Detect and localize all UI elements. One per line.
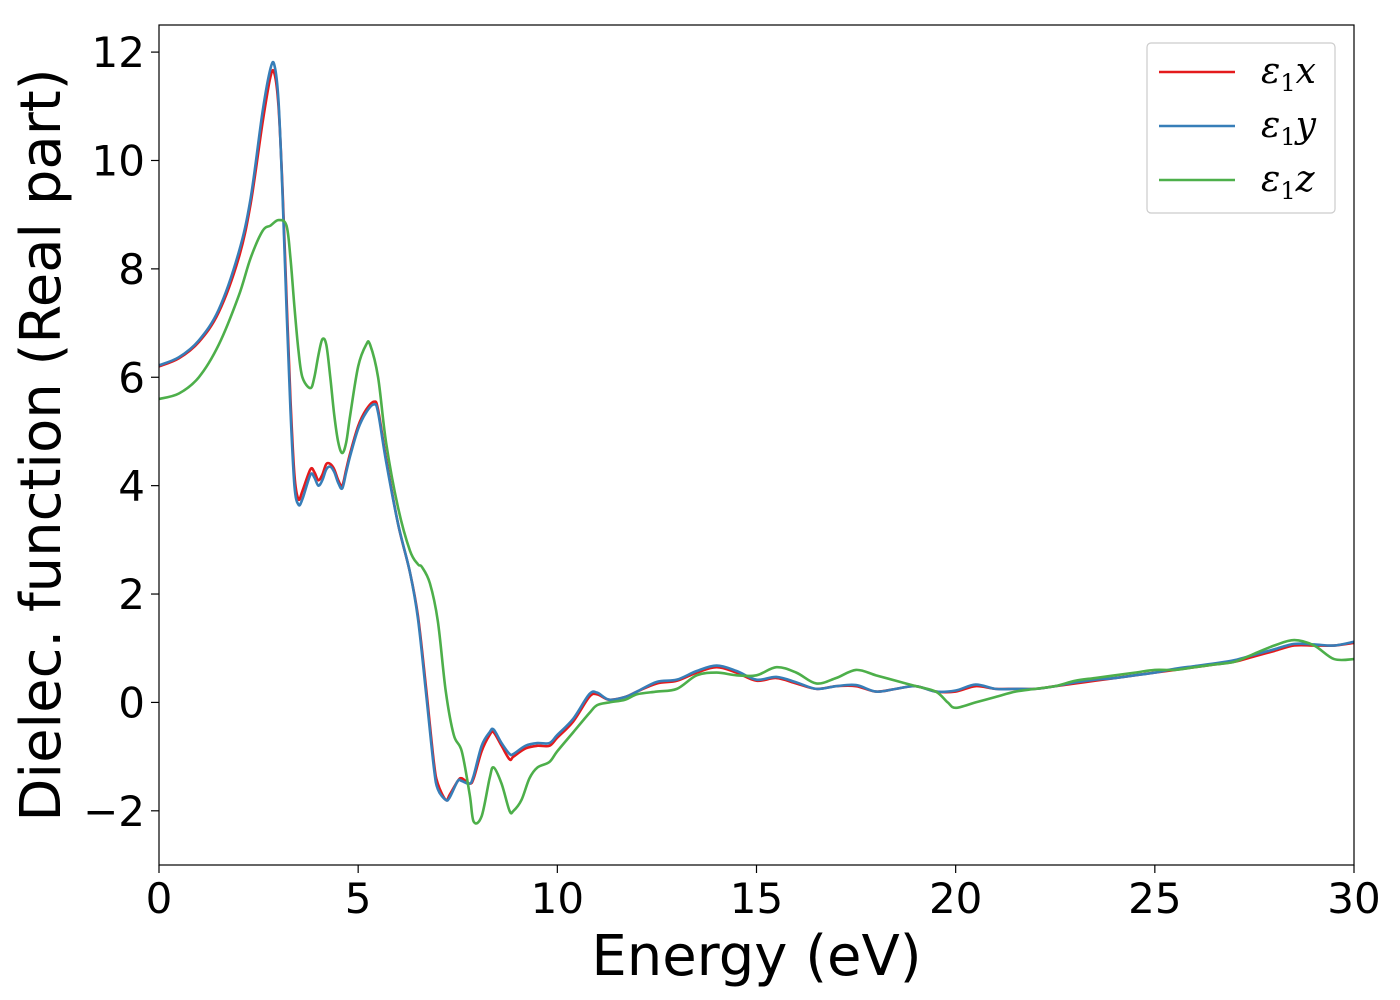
x-tick-label: 20 [929,874,982,923]
x-tick-label: 0 [146,874,173,923]
y-axis: −2 0 2 4 6 8 10 12 [83,28,159,836]
x-tick-label: 5 [345,874,372,923]
legend-suffix: z [1295,159,1316,200]
legend-subscript: 1 [1280,177,1295,205]
legend-subscript: 1 [1280,123,1295,151]
x-axis: 0 5 10 15 20 25 30 [146,865,1381,923]
legend-label-y: ε1y [1261,105,1317,151]
legend-suffix: x [1296,51,1316,92]
x-tick-label: 25 [1128,874,1181,923]
y-tick-label: 4 [118,462,145,511]
series-line-z [158,218,1355,825]
y-tick-label: 2 [118,570,145,619]
legend-symbol: ε [1261,105,1280,146]
legend-box [1146,42,1336,214]
series-layer [158,60,1355,825]
legend-symbol: ε [1261,159,1280,200]
y-tick-label: 12 [92,28,145,77]
legend-subscript: 1 [1280,69,1295,97]
y-tick-label: −2 [83,787,145,836]
y-tick-label: 10 [92,136,145,185]
y-tick-label: 6 [118,353,145,402]
y-axis-label: Dielec. function (Real part) [9,68,74,821]
x-tick-label: 30 [1327,874,1380,923]
legend-label-z: ε1z [1261,159,1316,205]
y-tick-label: 8 [118,245,145,294]
x-tick-label: 10 [531,874,584,923]
y-tick-label: 0 [118,678,145,727]
x-axis-label: Energy (eV) [591,924,921,989]
legend-suffix: y [1294,105,1317,146]
legend-label-x: ε1x [1261,51,1316,97]
x-tick-label: 15 [730,874,783,923]
legend-symbol: ε [1261,51,1280,92]
